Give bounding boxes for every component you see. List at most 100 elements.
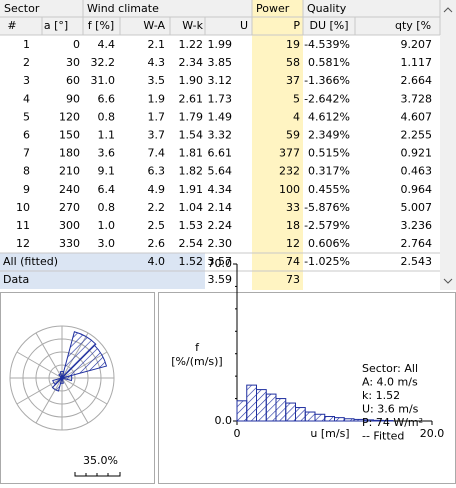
cell: 0 (73, 38, 80, 51)
x-axis-label: u [m/s] (310, 427, 349, 440)
cell: 32.2 (91, 56, 116, 69)
cell: 2.54 (179, 237, 204, 250)
y-tick-label: 0.0 (215, 414, 233, 427)
cell: 3.236 (401, 219, 433, 232)
cell: 1.22 (179, 38, 204, 51)
cell: 2.5 (148, 219, 166, 232)
cell: 1.54 (179, 129, 204, 142)
cell: 60 (66, 74, 80, 87)
cell: 19 (286, 38, 300, 51)
cell: 2 (23, 56, 30, 69)
cell: -2.642% (304, 92, 350, 105)
column-header: W-A (143, 19, 165, 32)
cell: 0.515% (308, 147, 350, 160)
cell: 1.7 (148, 110, 166, 123)
cell: 0.581% (308, 56, 350, 69)
cell: 1.53 (179, 219, 204, 232)
summary-label: All (fitted) (3, 255, 58, 268)
histogram-bar (325, 417, 335, 421)
cell: 2.764 (401, 237, 433, 250)
cell: 12 (16, 237, 30, 250)
histogram-bar (315, 414, 325, 421)
cell: 0.964 (401, 183, 433, 196)
cell: 2.1 (148, 38, 166, 51)
cell: 5.007 (401, 201, 433, 214)
legend-text: -- Fitted (362, 430, 404, 443)
legend-text: P: 74 W/m² (362, 416, 423, 429)
cell: 2.349% (308, 129, 350, 142)
cell: 33 (286, 201, 300, 214)
cell: 4 (23, 92, 30, 105)
column-header: a [°] (44, 19, 68, 32)
cell: 1.91 (179, 183, 204, 196)
cell: 90 (66, 92, 80, 105)
cell: 4.612% (308, 110, 350, 123)
cell: -4.539% (304, 38, 350, 51)
cell: 1.52 (179, 255, 204, 268)
column-header: W-k (182, 19, 203, 32)
cell: 300 (59, 219, 80, 232)
histogram-bar (344, 419, 354, 421)
cell: 1.1 (98, 129, 116, 142)
cell: 100 (279, 183, 300, 196)
cell: 0.921 (401, 147, 433, 160)
cell: 2.14 (208, 201, 233, 214)
cell: 37 (286, 74, 300, 87)
histogram-bar (305, 412, 315, 421)
column-header: U (240, 19, 248, 32)
cell: 4 (293, 110, 300, 123)
cell: 2.6 (148, 237, 166, 250)
cell: 4.0 (148, 255, 166, 268)
cell: 1.90 (179, 74, 204, 87)
cell: 3.5 (148, 74, 166, 87)
column-header: # (7, 19, 16, 32)
cell: 6.3 (148, 165, 166, 178)
cell: 150 (59, 129, 80, 142)
column-header: DU [%] (309, 19, 348, 32)
column-header: qty [% (395, 19, 431, 32)
x-tick-label: 20.0 (420, 427, 445, 440)
cell: 3.85 (208, 56, 233, 69)
cell: 59 (286, 129, 300, 142)
cell: 3.32 (208, 129, 233, 142)
cell: 10 (16, 201, 30, 214)
cell: 1.82 (179, 165, 204, 178)
cell: 58 (286, 56, 300, 69)
cell: 7.4 (148, 147, 166, 160)
cell: 4.607 (401, 110, 433, 123)
cell: 3.7 (148, 129, 166, 142)
cell: 12 (286, 237, 300, 250)
cell: 74 (286, 255, 300, 268)
cell: 6.6 (98, 92, 116, 105)
cell: 4.34 (208, 183, 233, 196)
scrollbar[interactable] (440, 0, 456, 290)
cell: 1.99 (208, 38, 233, 51)
cell: 1.04 (179, 201, 204, 214)
cell: 9.1 (98, 165, 116, 178)
cell: 180 (59, 147, 80, 160)
cell: 0.317% (308, 165, 350, 178)
cell: 270 (59, 201, 80, 214)
cell: 2.24 (208, 219, 233, 232)
cell: 2.2 (148, 201, 166, 214)
cell: 2.61 (179, 92, 204, 105)
y-axis-label: [%/(m/s)] (171, 355, 222, 368)
cell: 0.606% (308, 237, 350, 250)
cell: 2.34 (179, 56, 204, 69)
cell: 8 (23, 165, 30, 178)
cell: 5 (23, 110, 30, 123)
cell: 30 (66, 56, 80, 69)
legend-text: Sector: All (362, 362, 418, 375)
cell: 5.64 (208, 165, 233, 178)
cell: 1.117 (401, 56, 433, 69)
cell: 1.49 (208, 110, 233, 123)
cell: 11 (16, 219, 30, 232)
cell: 3.12 (208, 74, 233, 87)
rose-panel (1, 293, 155, 484)
cell: 0.8 (98, 110, 116, 123)
histogram-bar (237, 401, 247, 421)
cell: -2.579% (304, 219, 350, 232)
cell: 1.79 (179, 110, 204, 123)
histogram-bar (335, 418, 345, 421)
